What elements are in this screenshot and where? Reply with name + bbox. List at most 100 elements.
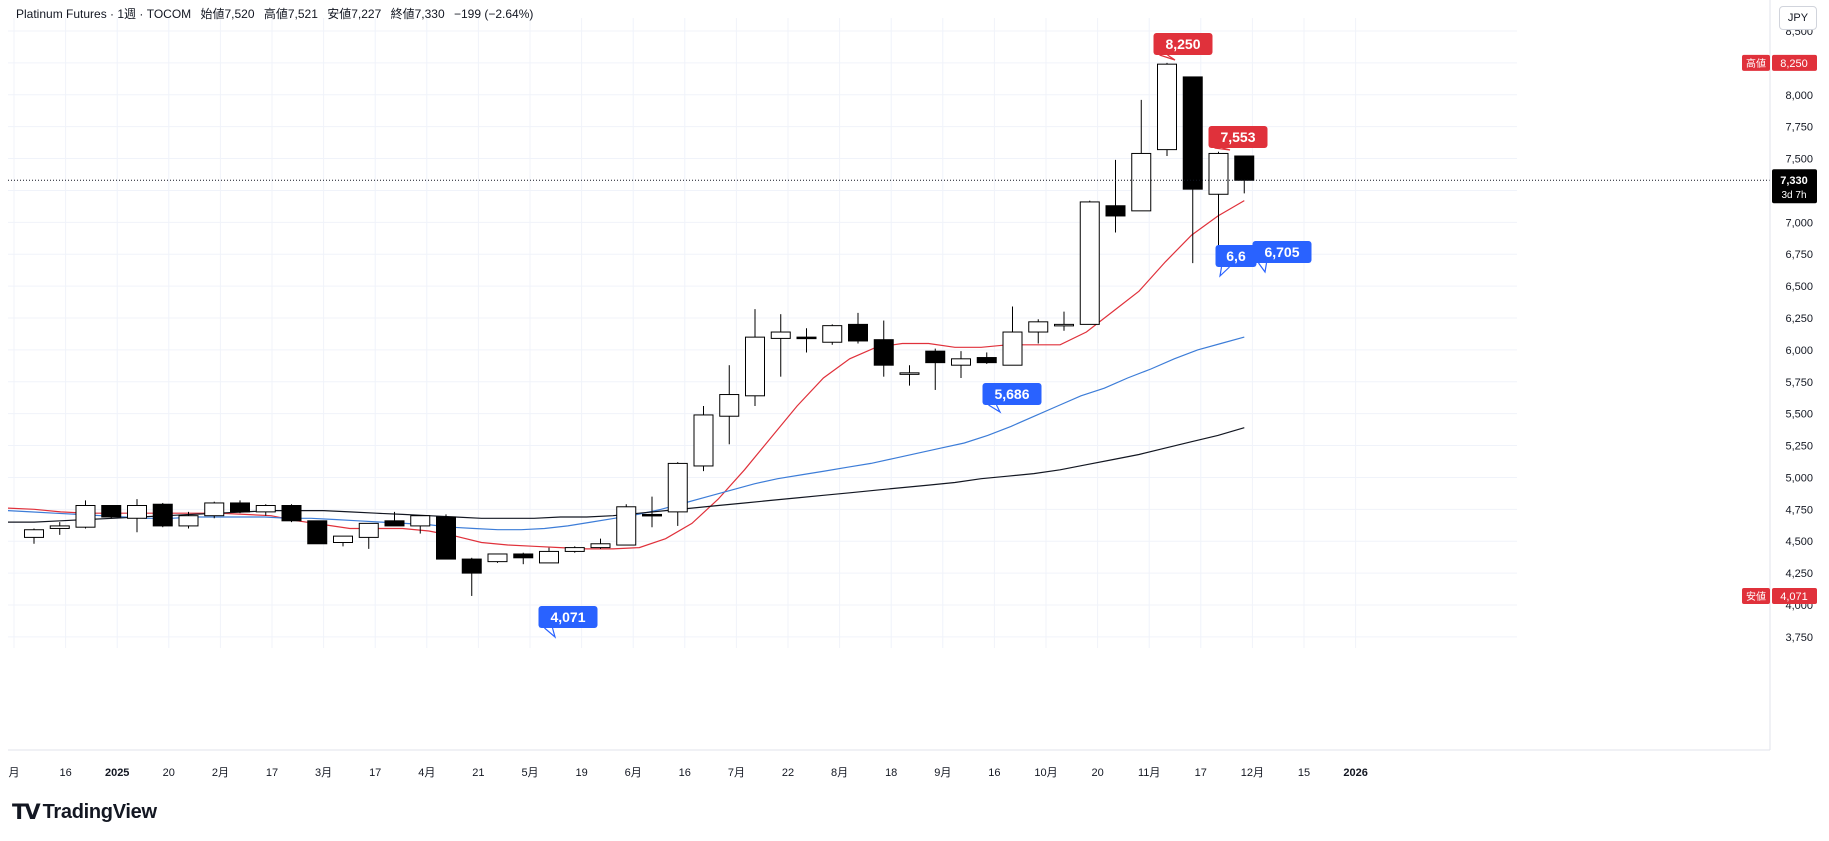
candle <box>487 553 508 563</box>
candle-body <box>770 331 791 339</box>
callout-value: 6,705 <box>1264 244 1299 260</box>
candle-body <box>461 558 482 574</box>
time-tick-label: 12月 <box>1241 767 1264 779</box>
price-tick-label: 5,250 <box>1785 441 1813 453</box>
price-tick-label: 4,250 <box>1785 568 1813 580</box>
symbol-title[interactable]: Platinum Futures · 1週 · TOCOM <box>16 7 192 21</box>
candle-body <box>667 462 688 513</box>
candle <box>1182 76 1203 264</box>
candle <box>24 528 44 544</box>
time-tick-label: 22 <box>782 767 794 779</box>
candle-body <box>951 358 971 366</box>
time-tick-label: 5月 <box>521 767 538 779</box>
candle <box>564 546 585 553</box>
candle-body <box>513 553 534 559</box>
price-callout: 5,686 <box>982 383 1042 414</box>
candle-body <box>1002 331 1023 366</box>
candle <box>178 511 199 529</box>
candle <box>925 348 946 390</box>
currency-button[interactable]: JPY <box>1779 6 1817 30</box>
open-value: 始値7,520 <box>200 7 255 21</box>
candle-body <box>101 505 122 518</box>
candle-body <box>1105 205 1126 217</box>
time-axis[interactable]: 月 16 2025 20 2月 17 3月 17 4月 21 5月 19 6月 16 7月 22 8月 18 9月 1… <box>8 749 1770 779</box>
time-tick-label: 7月 <box>728 767 745 779</box>
candle-body <box>693 414 714 467</box>
price-tick-label: 7,000 <box>1785 217 1813 229</box>
candle-body <box>487 553 508 563</box>
price-callout: 6,705 <box>1252 241 1312 274</box>
candle <box>410 515 431 534</box>
candle-body <box>152 503 173 527</box>
high-price-tag-label: 高値 <box>1746 57 1766 70</box>
candle-body <box>178 515 199 527</box>
callout-pointer <box>1258 262 1268 274</box>
candle <box>230 500 250 514</box>
time-tick-label: 2026 <box>1343 767 1367 779</box>
candle-body <box>230 502 250 513</box>
price-callout: 7,553 <box>1208 126 1268 151</box>
price-callout: 8,250 <box>1153 33 1213 61</box>
candle <box>1157 62 1177 157</box>
candle-body <box>616 506 637 546</box>
candle-body <box>642 513 662 517</box>
candle-body <box>539 550 559 564</box>
low-value: 安値7,227 <box>327 7 382 21</box>
candle <box>616 504 637 546</box>
price-tick-label: 3,750 <box>1785 632 1813 644</box>
candlestick-series <box>24 62 1255 596</box>
candle-body <box>281 505 302 522</box>
chart-header: Platinum Futures · 1週 · TOCOM 始値7,520 高値… <box>16 5 539 22</box>
price-tick-label: 4,750 <box>1785 504 1813 516</box>
candle <box>1054 311 1074 331</box>
callout-box <box>1153 33 1213 55</box>
candle-body <box>822 325 843 343</box>
candle-body <box>358 522 379 538</box>
callout-box <box>1208 126 1268 148</box>
callout-pointer <box>1214 147 1231 151</box>
time-tick-label: 17 <box>369 767 381 779</box>
callout-value: 6,6 <box>1226 248 1246 264</box>
candle-body <box>590 543 611 549</box>
price-callout: 6,6 <box>1215 245 1257 278</box>
candle <box>513 552 534 565</box>
callout-value: 8,250 <box>1165 36 1200 52</box>
candle <box>899 365 920 386</box>
price-tick-label: 4,500 <box>1785 536 1813 548</box>
time-tick-label: 17 <box>266 767 278 779</box>
tradingview-logo[interactable]: 𝗧𝗩 TradingView <box>12 800 157 825</box>
price-tick-label: 7,500 <box>1785 154 1813 166</box>
time-tick-label: 17 <box>1195 767 1207 779</box>
high-price-tag-value-box <box>1772 54 1817 71</box>
low-price-tag-value-box <box>1772 587 1817 604</box>
time-tick-label: 19 <box>575 767 587 779</box>
tradingview-logo-icon: 𝗧𝗩 <box>12 801 41 824</box>
price-tick-label: 6,250 <box>1785 313 1813 325</box>
candle <box>693 406 714 472</box>
candle <box>642 496 662 528</box>
candle-body <box>410 515 431 527</box>
close-value: 終値7,330 <box>390 7 445 21</box>
candle <box>1002 306 1023 366</box>
low-price-tag-label: 安値 <box>1746 590 1766 603</box>
price-axis[interactable]: 8,5008,2508,0007,7507,5007,2507,0006,750… <box>1769 0 1813 750</box>
candle-body <box>873 339 894 366</box>
candle-body <box>255 505 276 513</box>
candle <box>590 538 611 549</box>
high-price-tag-label-box <box>1742 54 1770 71</box>
time-tick-label: 18 <box>885 767 897 779</box>
candle-body <box>307 520 328 545</box>
candle <box>951 351 971 378</box>
candle-body <box>127 505 147 519</box>
candle-body <box>1157 63 1177 151</box>
callout-box <box>982 383 1042 405</box>
candle-body <box>24 529 44 538</box>
price-tick-label: 6,500 <box>1785 281 1813 293</box>
candle-body <box>719 394 740 417</box>
time-tick-label: 16 <box>679 767 691 779</box>
candle-body <box>1208 152 1229 195</box>
time-tick-label: 10月 <box>1034 767 1057 779</box>
candle <box>796 328 817 353</box>
price-callouts: 8,250 7,553 6,705 6,6 5,686 4,071 <box>538 33 1312 639</box>
